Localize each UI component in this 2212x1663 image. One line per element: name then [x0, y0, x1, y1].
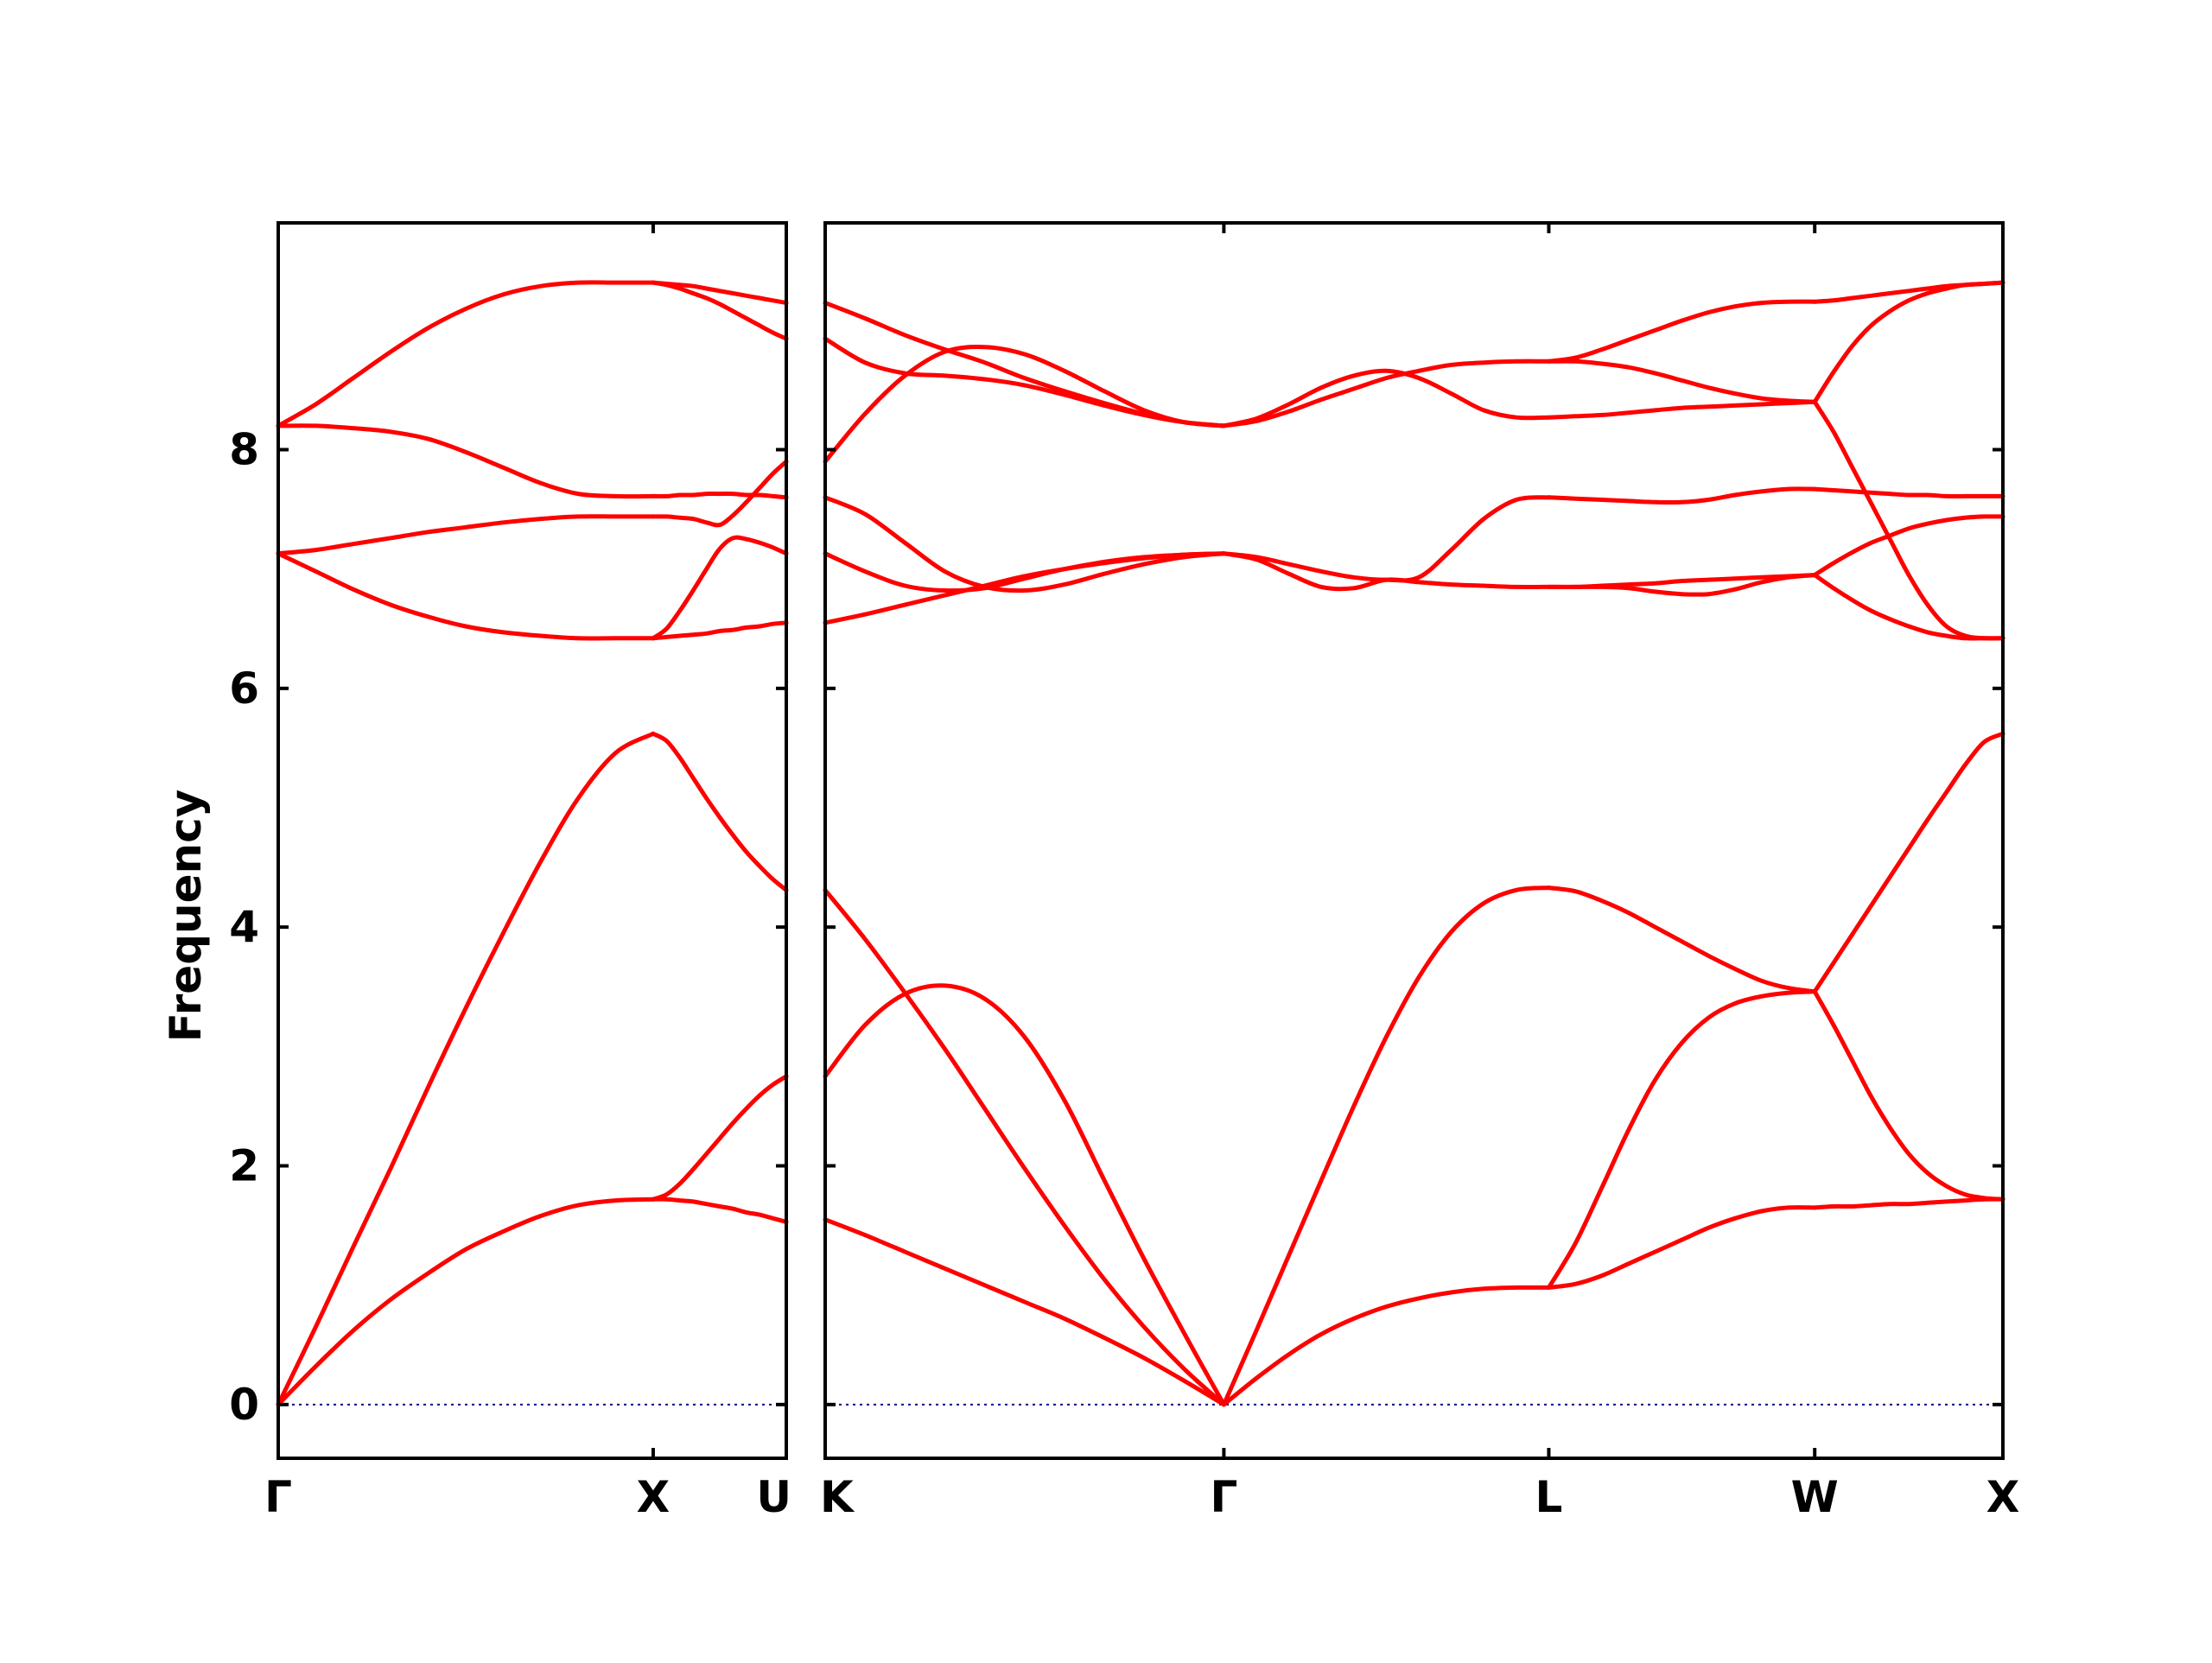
x-tick-label: X — [1986, 1472, 2020, 1522]
panel1-frame — [276, 221, 788, 1460]
band-line-panel2-seg0-b2 — [823, 887, 1226, 1407]
band-line-panel2-seg0-b8 — [823, 301, 1226, 428]
y-tick-label: 4 — [229, 902, 259, 952]
y-tick-label: 6 — [229, 663, 259, 714]
band-line-panel2-seg0-b1 — [823, 983, 1226, 1407]
band-line-panel2-seg3-b3 — [1812, 573, 2005, 641]
axes-layer: Γ X U 0 2 4 6 8 K Γ L W X — [229, 221, 2020, 1522]
band-line-panel2-seg1-b0 — [1221, 1285, 1551, 1407]
y-tick-label: 8 — [229, 425, 259, 475]
x-tick-label: L — [1535, 1472, 1563, 1522]
band-line-panel2-seg1-b1 — [1221, 885, 1551, 1407]
band-line-panel1-seg0-b5 — [276, 280, 656, 428]
band-line-panel2-seg3-b0 — [1812, 1196, 2005, 1210]
band-line-panel2-seg2-b0 — [1547, 1205, 1817, 1290]
band-line-panel2-seg2-b4 — [1547, 573, 1817, 589]
panel2-frame — [823, 221, 2005, 1460]
band-line-panel2-seg0-b4 — [823, 551, 1226, 593]
band-line-panel1-seg1-b0 — [651, 1196, 789, 1224]
band-line-panel1-seg0-b0 — [276, 1196, 656, 1407]
band-line-panel2-seg0-b5 — [823, 495, 1226, 593]
band-line-panel2-seg2-b8 — [1547, 299, 1817, 364]
y-tick-label: 0 — [229, 1380, 259, 1430]
band-line-panel1-seg1-b8 — [651, 280, 789, 341]
band-line-panel1-seg0-b1 — [276, 731, 656, 1407]
bands-layer — [276, 280, 2005, 1407]
band-line-panel2-seg3-b2 — [1812, 731, 2005, 994]
band-line-panel1-seg1-b6 — [651, 492, 789, 500]
band-line-panel1-seg1-b4 — [651, 535, 789, 641]
band-line-panel2-seg3-b1 — [1812, 989, 2005, 1202]
band-line-panel2-seg2-b1 — [1547, 989, 1817, 1290]
y-tick-label: 2 — [229, 1140, 259, 1190]
band-line-panel1-seg1-b5 — [651, 459, 789, 528]
band-line-panel2-seg3-b4 — [1812, 514, 2005, 578]
band-line-panel2-seg0-b6 — [823, 345, 1226, 464]
band-line-panel1-seg0-b2 — [276, 551, 656, 641]
band-line-panel2-seg0-b0 — [823, 1217, 1226, 1407]
band-line-panel2-seg3-b5 — [1812, 486, 2005, 498]
band-line-panel1-seg1-b7 — [651, 280, 789, 306]
x-tick-label: U — [756, 1472, 791, 1522]
band-line-panel2-seg2-b6 — [1547, 399, 1817, 420]
band-line-panel2-seg3-b8 — [1812, 280, 2005, 304]
x-tick-label: Γ — [264, 1472, 292, 1522]
x-tick-label: Γ — [1210, 1472, 1237, 1522]
y-axis-label: Frequency — [161, 790, 211, 1043]
band-line-panel1-seg0-b4 — [276, 423, 656, 499]
x-tick-label: W — [1791, 1472, 1839, 1522]
x-tick-label: X — [637, 1472, 671, 1522]
band-line-panel2-seg1-b4 — [1221, 368, 1551, 428]
band-line-panel2-seg2-b2 — [1547, 885, 1817, 994]
band-line-panel2-seg0-b7 — [823, 336, 1226, 428]
band-line-panel2-seg2-b7 — [1547, 359, 1817, 404]
band-line-panel1-seg1-b2 — [651, 731, 789, 892]
band-line-panel1-seg1-b1 — [651, 1074, 789, 1202]
band-line-panel2-seg2-b5 — [1547, 486, 1817, 505]
band-line-panel2-seg1-b3 — [1221, 495, 1551, 583]
x-tick-label: K — [820, 1472, 855, 1522]
band-line-panel1-seg0-b3 — [276, 514, 656, 556]
band-line-panel1-seg1-b3 — [651, 620, 789, 641]
band-line-panel2-seg3-b6 — [1812, 399, 2005, 641]
band-line-panel2-seg0-b3 — [823, 551, 1226, 625]
band-line-panel2-seg1-b5 — [1221, 359, 1551, 428]
